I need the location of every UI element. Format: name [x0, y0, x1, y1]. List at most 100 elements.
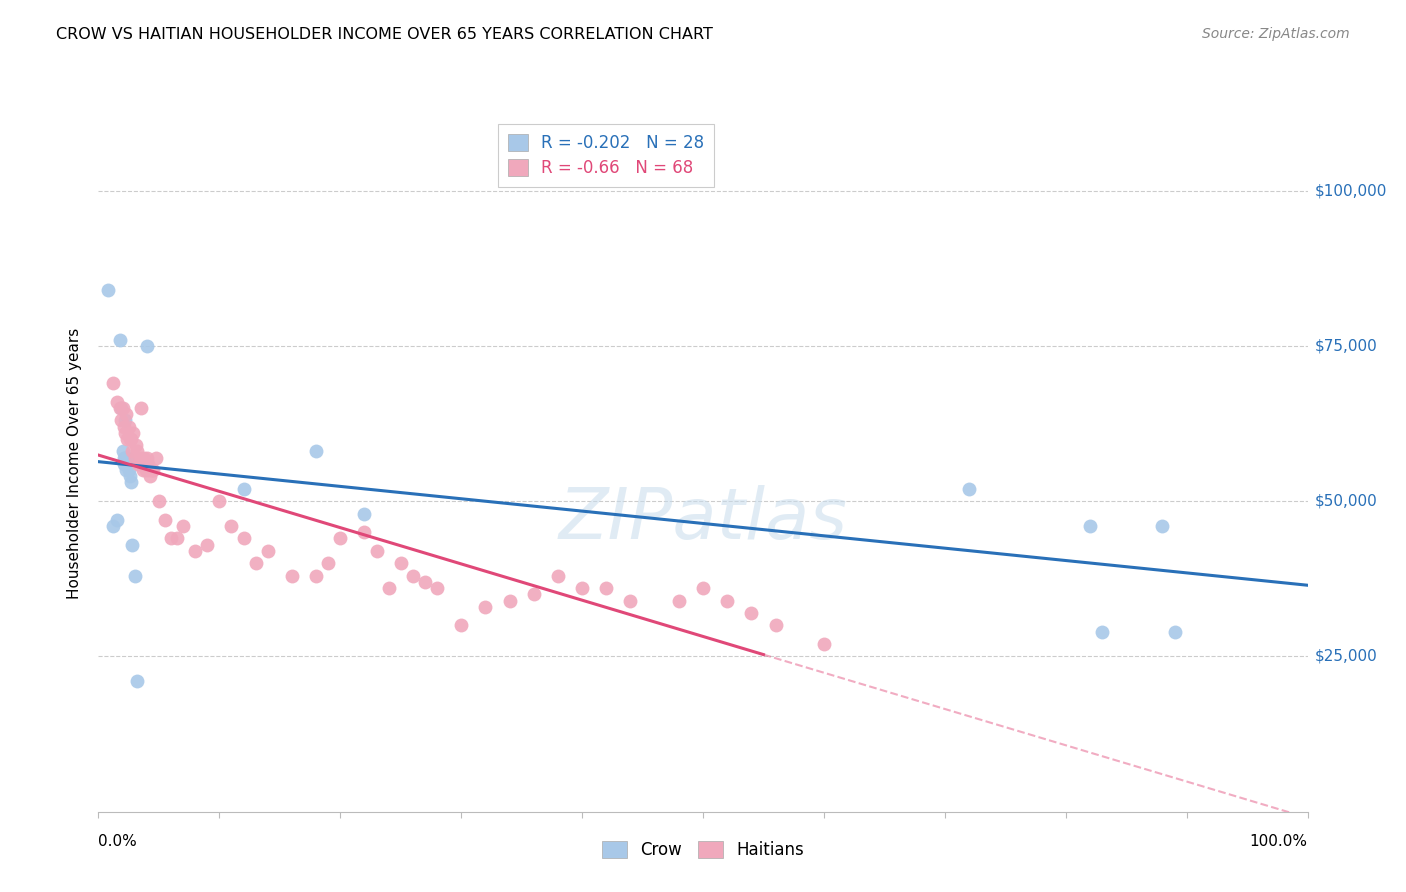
Point [221, 519, 243, 533]
Text: ZIPatlas: ZIPatlas [558, 485, 848, 554]
Point [115, 463, 138, 477]
Point [121, 538, 143, 552]
Text: $100,000: $100,000 [1315, 183, 1386, 198]
Point [115, 407, 138, 421]
Point [120, 475, 142, 490]
Point [114, 425, 136, 440]
Point [127, 444, 149, 458]
Point [101, 519, 124, 533]
Point [813, 637, 835, 651]
Point [110, 401, 132, 415]
Point [184, 543, 207, 558]
Point [115, 457, 138, 471]
Point [353, 507, 375, 521]
Point [135, 339, 157, 353]
Point [112, 419, 135, 434]
Point [141, 463, 163, 477]
Point [413, 574, 436, 589]
Point [740, 606, 762, 620]
Point [232, 532, 254, 546]
Point [138, 463, 160, 477]
Point [389, 556, 412, 570]
Point [139, 469, 162, 483]
Point [172, 519, 194, 533]
Point [716, 593, 738, 607]
Point [135, 450, 157, 465]
Point [136, 457, 159, 471]
Point [124, 450, 146, 465]
Point [114, 450, 136, 465]
Point [160, 532, 183, 546]
Point [166, 532, 188, 546]
Point [1163, 624, 1185, 639]
Point [281, 568, 304, 582]
Point [101, 376, 124, 390]
Point [256, 543, 278, 558]
Point [142, 463, 165, 477]
Point [108, 333, 131, 347]
Point [127, 457, 149, 471]
Point [145, 450, 167, 465]
Y-axis label: Householder Income Over 65 years: Householder Income Over 65 years [67, 328, 83, 599]
Point [97, 283, 120, 297]
Point [117, 450, 139, 465]
Point [619, 593, 641, 607]
Point [127, 674, 149, 689]
Point [316, 556, 339, 570]
Point [498, 593, 520, 607]
Point [111, 444, 134, 458]
Point [595, 581, 617, 595]
Point [131, 457, 153, 471]
Point [148, 494, 170, 508]
Point [105, 513, 128, 527]
Point [957, 482, 980, 496]
Point [765, 618, 787, 632]
Point [153, 513, 176, 527]
Point [547, 568, 569, 582]
Point [232, 482, 254, 496]
Legend: Crow, Haitians: Crow, Haitians [595, 835, 811, 866]
Point [1078, 519, 1101, 533]
Point [105, 394, 128, 409]
Text: 100.0%: 100.0% [1250, 834, 1308, 849]
Point [450, 618, 472, 632]
Point [353, 525, 375, 540]
Point [122, 425, 145, 440]
Point [377, 581, 399, 595]
Point [118, 432, 141, 446]
Point [118, 463, 141, 477]
Point [110, 413, 132, 427]
Point [208, 494, 231, 508]
Point [402, 568, 425, 582]
Point [112, 450, 135, 465]
Point [245, 556, 267, 570]
Point [135, 463, 157, 477]
Point [692, 581, 714, 595]
Text: Source: ZipAtlas.com: Source: ZipAtlas.com [1202, 27, 1350, 41]
Text: $25,000: $25,000 [1315, 648, 1378, 664]
Point [668, 593, 690, 607]
Point [426, 581, 449, 595]
Point [523, 587, 546, 601]
Point [124, 568, 146, 582]
Point [195, 538, 218, 552]
Point [114, 413, 136, 427]
Point [129, 401, 152, 415]
Point [118, 469, 141, 483]
Point [111, 401, 134, 415]
Point [118, 419, 141, 434]
Text: $75,000: $75,000 [1315, 338, 1378, 353]
Point [329, 532, 352, 546]
Text: $50,000: $50,000 [1315, 493, 1378, 508]
Text: 0.0%: 0.0% [98, 834, 138, 849]
Point [134, 450, 156, 465]
Point [117, 432, 139, 446]
Point [121, 444, 143, 458]
Point [132, 463, 155, 477]
Point [128, 450, 150, 465]
Text: CROW VS HAITIAN HOUSEHOLDER INCOME OVER 65 YEARS CORRELATION CHART: CROW VS HAITIAN HOUSEHOLDER INCOME OVER … [56, 27, 713, 42]
Point [1091, 624, 1114, 639]
Point [120, 432, 142, 446]
Point [112, 457, 135, 471]
Point [305, 444, 328, 458]
